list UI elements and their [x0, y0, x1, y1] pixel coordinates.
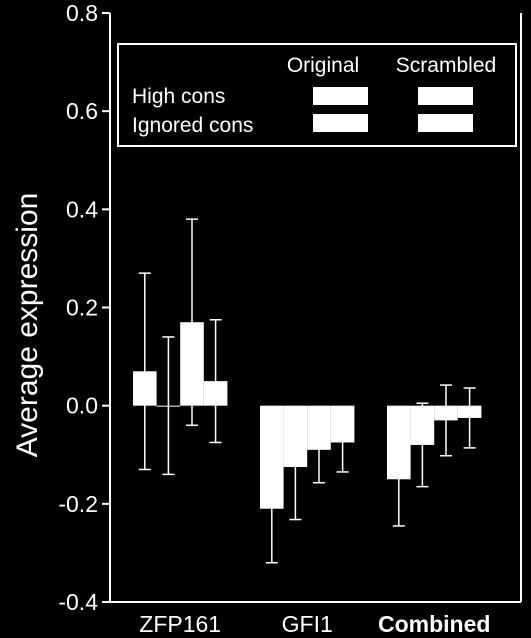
- y-tick-label: -0.2: [58, 491, 98, 517]
- legend-row-high-cons: High cons: [132, 85, 225, 108]
- x-tick-label: ZFP161: [139, 611, 221, 637]
- y-tick-label: 0.2: [66, 295, 98, 321]
- legend-box: [117, 43, 517, 147]
- y-tick-label: 0.0: [66, 393, 98, 419]
- legend-swatch-high-original: [313, 87, 368, 105]
- legend-col-scrambled: Scrambled: [396, 54, 496, 77]
- legend-col-original: Original: [287, 54, 359, 77]
- x-tick-label: GFI1: [282, 611, 333, 637]
- y-tick-label: 0.4: [66, 196, 98, 222]
- bars: [133, 218, 482, 564]
- y-axis-label: Average expression: [11, 193, 44, 458]
- y-tick-label: 0.6: [66, 98, 98, 124]
- legend-swatch-ignored-scrambled: [418, 114, 473, 132]
- x-tick-label: Combined: [378, 611, 490, 637]
- legend-swatch-high-scrambled: [418, 87, 473, 105]
- legend-swatch-ignored-original: [313, 114, 368, 132]
- y-tick-label: 0.8: [66, 0, 98, 26]
- legend-row-ignored-cons: Ignored cons: [132, 114, 253, 137]
- axes: 0.8 0.6 0.4 0.2 0.0 -0.2 -0.4 ZFP161 GFI1 Combine…: [58, 0, 522, 637]
- y-tick-label: -0.4: [58, 589, 98, 615]
- legend: Original Scrambled High cons Ignored con…: [117, 43, 517, 147]
